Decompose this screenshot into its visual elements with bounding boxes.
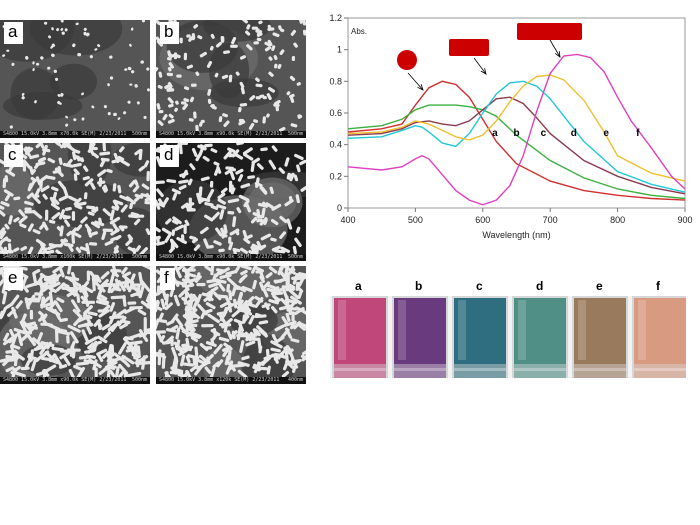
curve-label-d: d bbox=[571, 128, 577, 139]
y-tick-label: 0.4 bbox=[329, 140, 342, 150]
x-tick-label: 600 bbox=[475, 215, 490, 225]
vial-c bbox=[452, 296, 508, 378]
vial-label-d: d bbox=[536, 279, 544, 293]
y-tick-label: 0 bbox=[337, 203, 342, 213]
y-axis-label: Abs. bbox=[351, 27, 367, 36]
sem-info-bar: S4800 15.0kV 3.8mm x120k SE(M) 2/23/2011… bbox=[156, 377, 306, 384]
vials-photo bbox=[330, 296, 686, 378]
y-tick-label: 0.2 bbox=[329, 171, 342, 181]
curve-label-c: c bbox=[541, 128, 547, 139]
sem-info: S4800 15.0kV 3.8mm x90.0k SE(M) 2/23/201… bbox=[3, 377, 127, 383]
curve-label-a: a bbox=[492, 128, 498, 139]
x-tick-label: 900 bbox=[677, 215, 692, 225]
panel-label: c bbox=[4, 145, 23, 167]
x-tick-label: 700 bbox=[543, 215, 558, 225]
sem-info: S4800 15.0kV 3.8mm x100k SE(M) 2/23/2011 bbox=[3, 254, 124, 260]
vial-b bbox=[392, 296, 448, 378]
panel-label: e bbox=[4, 268, 24, 290]
sem-scale: 500nm bbox=[287, 131, 303, 137]
x-axis-label: Wavelength (nm) bbox=[482, 230, 550, 240]
vial-label-e: e bbox=[596, 279, 603, 293]
arrow-line bbox=[549, 39, 561, 58]
vial-label-c: c bbox=[476, 279, 483, 293]
sem-info-bar: S4800 15.0kV 3.8mm x90.0k SE(M) 2/23/201… bbox=[156, 131, 306, 138]
sem-scale: 500nm bbox=[131, 377, 147, 383]
sem-info-bar: S4800 15.0kV 3.8mm x100k SE(M) 2/23/2011… bbox=[0, 254, 150, 261]
curve-label-e: e bbox=[603, 128, 609, 139]
series-line-b bbox=[347, 104, 686, 200]
sem-scale: 500nm bbox=[287, 254, 303, 260]
sem-panel-f: f S4800 15.0kV 3.8mm x120k SE(M) 2/23/20… bbox=[156, 266, 306, 384]
x-tick-label: 400 bbox=[340, 215, 355, 225]
curve-label-f: f bbox=[636, 128, 640, 139]
sem-image-b bbox=[156, 20, 306, 138]
plot-frame bbox=[347, 17, 686, 209]
vial-f bbox=[632, 296, 686, 378]
sem-info-bar: S4800 15.0kV 3.8mm x90.0k SE(M) 2/23/201… bbox=[156, 254, 306, 261]
vial-label-b: b bbox=[415, 279, 423, 293]
sem-scale: 500nm bbox=[131, 131, 147, 137]
sem-panel-e: e S4800 15.0kV 3.8mm x90.0k SE(M) 2/23/2… bbox=[0, 266, 150, 384]
x-tick-label: 500 bbox=[408, 215, 423, 225]
sem-panel-c: c S4800 15.0kV 3.8mm x100k SE(M) 2/23/20… bbox=[0, 143, 150, 261]
panel-label: f bbox=[160, 268, 175, 290]
sem-scale: 500nm bbox=[131, 254, 147, 260]
sem-scale: 400nm bbox=[287, 377, 303, 383]
sem-info-bar: S4800 15.0kV 3.8mm x90.0k SE(M) 2/23/201… bbox=[0, 377, 150, 384]
sem-info: S4800 15.0kV 3.8mm x90.0k SE(M) 2/23/201… bbox=[159, 131, 283, 137]
y-tick-label: 1 bbox=[337, 45, 342, 55]
arrow-line bbox=[473, 57, 487, 75]
sem-info: S4800 15.0kV 3.8mm x120k SE(M) 2/23/2011 bbox=[159, 377, 280, 383]
sem-panel-a: a S4800 15.0kV 3.8mm x70.0k SE(M) 2/23/2… bbox=[0, 20, 150, 138]
absorbance-chart: 0 0.2 0.4 0.6 0.8 1 1.2 400 500 600 700 800 900 Abs. W… bbox=[329, 13, 692, 240]
vial-a bbox=[332, 296, 388, 378]
sem-image-e bbox=[0, 266, 150, 384]
sem-panel-b: b S4800 15.0kV 3.8mm x90.0k SE(M) 2/23/2… bbox=[156, 20, 306, 138]
series-line-f bbox=[347, 53, 686, 206]
series-line-e bbox=[347, 74, 686, 182]
curve-label-b: b bbox=[513, 128, 519, 139]
sem-image-c bbox=[0, 143, 150, 261]
arrow-head bbox=[417, 84, 424, 91]
panel-label: d bbox=[160, 145, 180, 167]
vial-labels: a b c d e f bbox=[330, 279, 686, 297]
y-tick-label: 0.6 bbox=[329, 108, 342, 118]
sphere-shape-marker bbox=[397, 50, 417, 70]
vial-d bbox=[512, 296, 568, 378]
vial-e bbox=[572, 296, 628, 378]
sem-image-d bbox=[156, 143, 306, 261]
sem-info: S4800 15.0kV 3.8mm x90.0k SE(M) 2/23/201… bbox=[159, 254, 283, 260]
sem-panel-d: d S4800 15.0kV 3.8mm x90.0k SE(M) 2/23/2… bbox=[156, 143, 306, 261]
panel-label: a bbox=[4, 22, 24, 44]
series-line-d bbox=[347, 80, 686, 193]
y-tick-label: 1.2 bbox=[329, 13, 342, 23]
vial-label-f: f bbox=[656, 279, 660, 293]
vial-label-a: a bbox=[355, 279, 362, 293]
arrow-line bbox=[407, 72, 424, 91]
arrow-head bbox=[480, 68, 487, 75]
series-line-c bbox=[347, 96, 686, 195]
x-tick-label: 800 bbox=[610, 215, 625, 225]
arrow-head bbox=[554, 50, 561, 58]
sem-info: S4800 15.0kV 3.8mm x70.0k SE(M) 2/23/201… bbox=[3, 131, 127, 137]
long-rod-shape-marker bbox=[517, 23, 582, 40]
photo-background bbox=[330, 296, 686, 378]
y-tick-label: 0.8 bbox=[329, 76, 342, 86]
short-rod-shape-marker bbox=[449, 39, 489, 56]
sem-info-bar: S4800 15.0kV 3.8mm x70.0k SE(M) 2/23/201… bbox=[0, 131, 150, 138]
sem-image-f bbox=[156, 266, 306, 384]
panel-label: b bbox=[160, 22, 180, 44]
